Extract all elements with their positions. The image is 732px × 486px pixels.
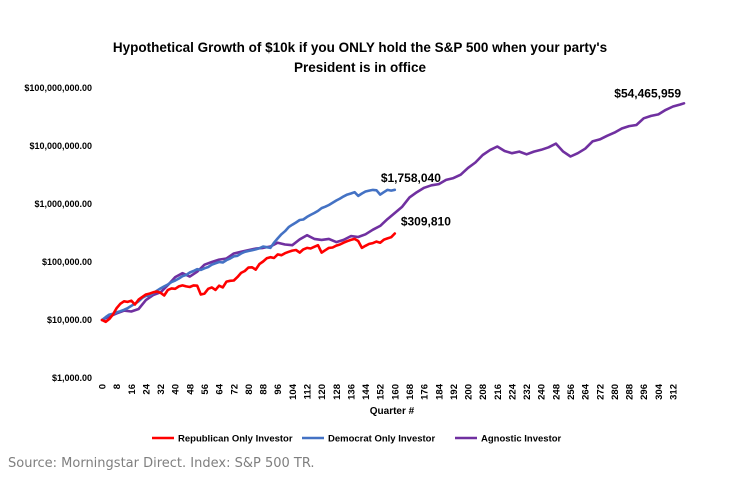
y-tick-label: $10,000.00: [47, 315, 92, 325]
series-line-republican-only-investor: [102, 234, 395, 322]
x-tick-label: 80: [244, 384, 255, 395]
x-tick-label: 0: [98, 384, 109, 389]
x-tick-label: 152: [376, 384, 387, 400]
x-tick-label: 296: [639, 384, 650, 400]
y-tick-label: $1,000,000.00: [34, 199, 92, 209]
x-tick-label: 24: [141, 383, 152, 394]
x-tick-label: 264: [581, 383, 592, 400]
x-tick-label: 168: [405, 384, 416, 400]
x-tick-label: 160: [390, 384, 401, 400]
x-tick-label: 104: [288, 383, 299, 400]
x-tick-label: 312: [669, 384, 680, 400]
x-tick-label: 176: [420, 384, 431, 400]
x-tick-label: 56: [200, 384, 211, 395]
y-tick-label: $100,000,000.00: [24, 83, 92, 93]
y-tick-label: $1,000.00: [52, 373, 92, 383]
legend-label: Agnostic Investor: [481, 434, 562, 445]
y-axis: $100,000,000.00 $10,000,000.00 $1,000,000.…: [24, 83, 92, 383]
x-axis: 0 8 16 24 32 40 48 56 64 72 80 88 96 104 112 120 128 136 1…: [98, 383, 680, 400]
x-tick-label: 232: [522, 384, 533, 400]
x-tick-label: 72: [229, 384, 240, 395]
y-tick-label: $100,000.00: [42, 257, 92, 267]
chart-legend: Republican Only Investor Democrat Only In…: [152, 434, 562, 445]
x-tick-label: 192: [449, 384, 460, 400]
x-tick-label: 184: [434, 383, 445, 400]
x-tick-label: 16: [127, 384, 138, 395]
end-value-label: $1,758,040: [381, 171, 441, 185]
x-tick-label: 88: [259, 384, 270, 395]
x-axis-title: Quarter #: [370, 406, 415, 417]
chart-container: Hypothetical Growth of $10k if you ONLY …: [0, 0, 732, 486]
x-tick-label: 272: [595, 384, 606, 400]
legend-label: Republican Only Investor: [178, 434, 293, 445]
x-tick-label: 96: [273, 384, 284, 395]
x-tick-label: 288: [625, 384, 636, 400]
x-tick-label: 280: [610, 384, 621, 400]
x-tick-label: 208: [478, 384, 489, 400]
x-tick-label: 256: [566, 384, 577, 400]
x-tick-label: 112: [302, 384, 313, 399]
end-value-label: $54,465,959: [614, 86, 681, 100]
x-tick-label: 8: [112, 384, 123, 389]
x-tick-label: 200: [464, 384, 475, 400]
x-tick-label: 144: [361, 383, 372, 400]
end-labels: $54,465,959 $1,758,040 $309,810: [381, 86, 681, 228]
x-tick-label: 48: [185, 384, 196, 395]
x-tick-label: 304: [654, 383, 665, 400]
x-tick-label: 216: [493, 384, 504, 400]
x-tick-label: 136: [346, 384, 357, 400]
x-tick-label: 40: [171, 384, 182, 395]
x-tick-label: 240: [537, 384, 548, 400]
legend-label: Democrat Only Investor: [328, 434, 435, 445]
series-lines: [102, 103, 684, 321]
chart-plot: $100,000,000.00 $10,000,000.00 $1,000,000.…: [0, 0, 732, 486]
source-note: Source: Morningstar Direct. Index: S&P 5…: [8, 456, 315, 471]
x-tick-label: 128: [332, 384, 343, 400]
y-tick-label: $10,000,000.00: [29, 141, 92, 151]
end-value-label: $309,810: [401, 215, 451, 229]
x-tick-label: 224: [507, 383, 518, 400]
x-tick-label: 64: [215, 383, 226, 394]
x-tick-label: 32: [156, 384, 167, 395]
x-tick-label: 248: [551, 384, 562, 400]
x-tick-label: 120: [317, 384, 328, 400]
